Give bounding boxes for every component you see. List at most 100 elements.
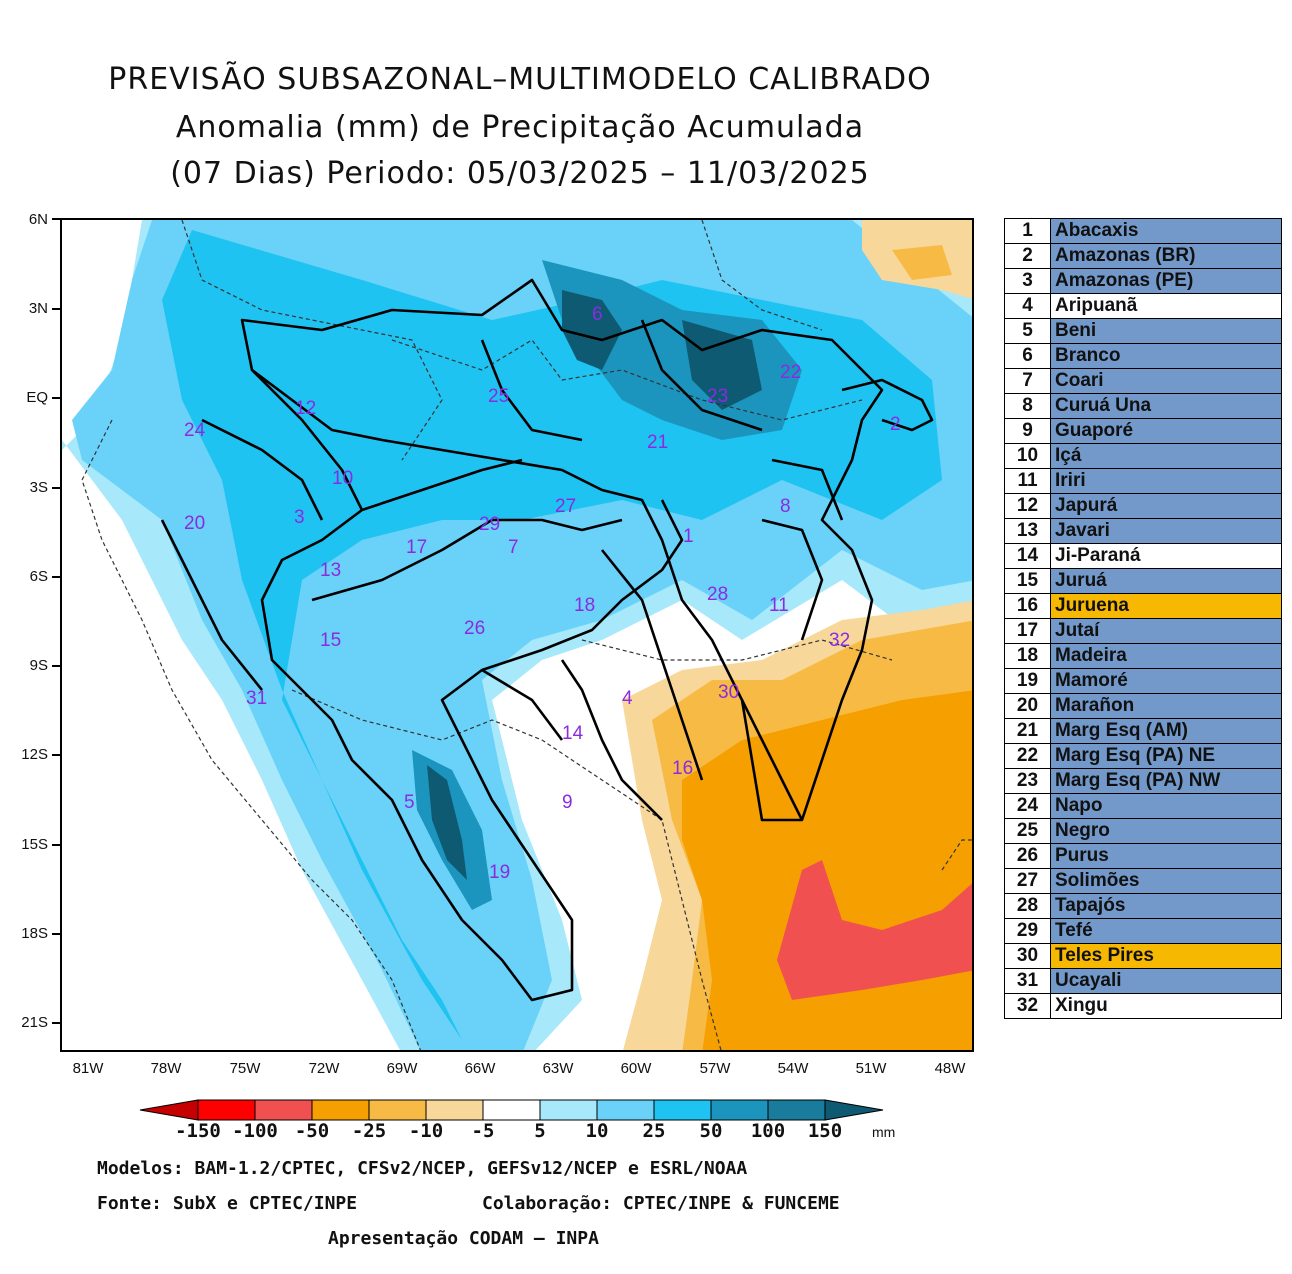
colorbar-swatch bbox=[710, 1099, 769, 1121]
basin-label-20: 20 bbox=[184, 513, 205, 534]
legend-row: 31 Ucayali bbox=[1004, 968, 1282, 994]
lon-label-63w: 63W bbox=[542, 1060, 574, 1077]
lon-label-54w: 54W bbox=[777, 1060, 809, 1077]
legend-number: 21 bbox=[1004, 718, 1051, 744]
legend-basin-name: Ucayali bbox=[1050, 968, 1282, 994]
legend-row: 1 Abacaxis bbox=[1004, 218, 1282, 244]
legend-number: 6 bbox=[1004, 343, 1051, 369]
precipitation-anomaly-map: 6 22 25 12 23 2 24 21 10 20 3 27 8 29 17… bbox=[60, 218, 974, 1052]
legend-number: 4 bbox=[1004, 293, 1051, 319]
colorbar-swatch bbox=[653, 1099, 712, 1121]
colorbar-label: -100 bbox=[232, 1120, 278, 1142]
lat-label-12s: 12S bbox=[21, 746, 48, 763]
basin-label-13: 13 bbox=[320, 560, 341, 581]
basin-label-16: 16 bbox=[672, 758, 693, 779]
legend-row: 19 Mamoré bbox=[1004, 668, 1282, 694]
legend-basin-name: Içá bbox=[1050, 443, 1282, 469]
anomaly-darkest-blue-north bbox=[562, 290, 762, 410]
colorbar-unit: mm bbox=[872, 1124, 896, 1140]
footer-models: Modelos: BAM-1.2/CPTEC, CFSv2/NCEP, GEFS… bbox=[97, 1158, 748, 1179]
basin-label-9: 9 bbox=[562, 792, 573, 813]
anomaly-orange-ne-inner bbox=[892, 245, 952, 280]
basin-label-4: 4 bbox=[622, 688, 633, 709]
colorbar-label: 5 bbox=[534, 1120, 546, 1142]
legend-basin-name: Solimões bbox=[1050, 868, 1282, 894]
colorbar-label: 25 bbox=[642, 1120, 666, 1142]
lat-label-3n: 3N bbox=[28, 300, 48, 317]
legend-row: 10 Içá bbox=[1004, 443, 1282, 469]
legend-number: 11 bbox=[1004, 468, 1051, 494]
legend-row: 28 Tapajós bbox=[1004, 893, 1282, 919]
legend-row: 27 Solimões bbox=[1004, 868, 1282, 894]
lat-tick bbox=[52, 933, 60, 935]
legend-number: 26 bbox=[1004, 843, 1051, 869]
basin-label-8: 8 bbox=[780, 496, 791, 517]
legend-row: 7 Coari bbox=[1004, 368, 1282, 394]
legend-row: 32 Xingu bbox=[1004, 993, 1282, 1019]
colorbar-swatch bbox=[368, 1099, 427, 1121]
legend-basin-name: Purus bbox=[1050, 843, 1282, 869]
legend-number: 9 bbox=[1004, 418, 1051, 444]
legend-number: 3 bbox=[1004, 268, 1051, 294]
lat-tick bbox=[52, 1022, 60, 1024]
legend-basin-name: Juruá bbox=[1050, 568, 1282, 594]
legend-basin-name: Ji-Paraná bbox=[1050, 543, 1282, 569]
legend-number: 18 bbox=[1004, 643, 1051, 669]
colorbar bbox=[139, 1099, 884, 1121]
country-borders bbox=[81, 220, 972, 1050]
colorbar-label: -150 bbox=[175, 1120, 221, 1142]
basin-label-10: 10 bbox=[332, 468, 353, 489]
legend-row: 8 Curuá Una bbox=[1004, 393, 1282, 419]
legend-row: 25 Negro bbox=[1004, 818, 1282, 844]
lat-label-3s: 3S bbox=[29, 479, 48, 496]
legend-basin-name: Madeira bbox=[1050, 643, 1282, 669]
legend-number: 12 bbox=[1004, 493, 1051, 519]
legend-number: 16 bbox=[1004, 593, 1051, 619]
basin-label-7: 7 bbox=[508, 537, 519, 558]
legend-basin-name: Iriri bbox=[1050, 468, 1282, 494]
basin-label-22: 22 bbox=[780, 362, 801, 383]
legend-row: 21 Marg Esq (AM) bbox=[1004, 718, 1282, 744]
lat-tick bbox=[52, 218, 60, 220]
legend-number: 32 bbox=[1004, 993, 1051, 1019]
lat-tick bbox=[52, 754, 60, 756]
legend-row: 9 Guaporé bbox=[1004, 418, 1282, 444]
legend-row: 26 Purus bbox=[1004, 843, 1282, 869]
basin-label-31: 31 bbox=[246, 688, 267, 709]
legend-basin-name: Marg Esq (PA) NE bbox=[1050, 743, 1282, 769]
legend-basin-name: Teles Pires bbox=[1050, 943, 1282, 969]
legend-row: 2 Amazonas (BR) bbox=[1004, 243, 1282, 269]
anomaly-darkest-blue-south bbox=[427, 765, 467, 880]
basin-label-3: 3 bbox=[294, 507, 305, 528]
colorbar-label: -25 bbox=[351, 1120, 387, 1142]
lat-label-15s: 15S bbox=[21, 836, 48, 853]
legend-number: 2 bbox=[1004, 243, 1051, 269]
colorbar-swatch bbox=[311, 1099, 370, 1121]
legend-number: 22 bbox=[1004, 743, 1051, 769]
colorbar-arrow-left bbox=[139, 1099, 199, 1121]
legend-basin-name: Beni bbox=[1050, 318, 1282, 344]
lat-tick bbox=[52, 308, 60, 310]
colorbar-arrow-right bbox=[824, 1099, 884, 1121]
footer-source: Fonte: SubX e CPTEC/INPE bbox=[97, 1193, 358, 1214]
legend-basin-name: Guaporé bbox=[1050, 418, 1282, 444]
lat-tick bbox=[52, 397, 60, 399]
legend-number: 14 bbox=[1004, 543, 1051, 569]
legend-row: 4 Aripuanã bbox=[1004, 293, 1282, 319]
legend-basin-name: Napo bbox=[1050, 793, 1282, 819]
basin-label-5: 5 bbox=[404, 792, 415, 813]
legend-basin-name: Negro bbox=[1050, 818, 1282, 844]
legend-number: 10 bbox=[1004, 443, 1051, 469]
legend-number: 24 bbox=[1004, 793, 1051, 819]
legend-basin-name: Marg Esq (PA) NW bbox=[1050, 768, 1282, 794]
colorbar-label: -10 bbox=[408, 1120, 444, 1142]
legend-number: 17 bbox=[1004, 618, 1051, 644]
lon-label-66w: 66W bbox=[464, 1060, 496, 1077]
basin-label-17: 17 bbox=[406, 537, 427, 558]
basin-label-27: 27 bbox=[555, 496, 576, 517]
lon-label-72w: 72W bbox=[308, 1060, 340, 1077]
basin-label-29: 29 bbox=[479, 514, 500, 535]
legend-row: 22 Marg Esq (PA) NE bbox=[1004, 743, 1282, 769]
legend-row: 20 Marañon bbox=[1004, 693, 1282, 719]
lat-tick bbox=[52, 665, 60, 667]
